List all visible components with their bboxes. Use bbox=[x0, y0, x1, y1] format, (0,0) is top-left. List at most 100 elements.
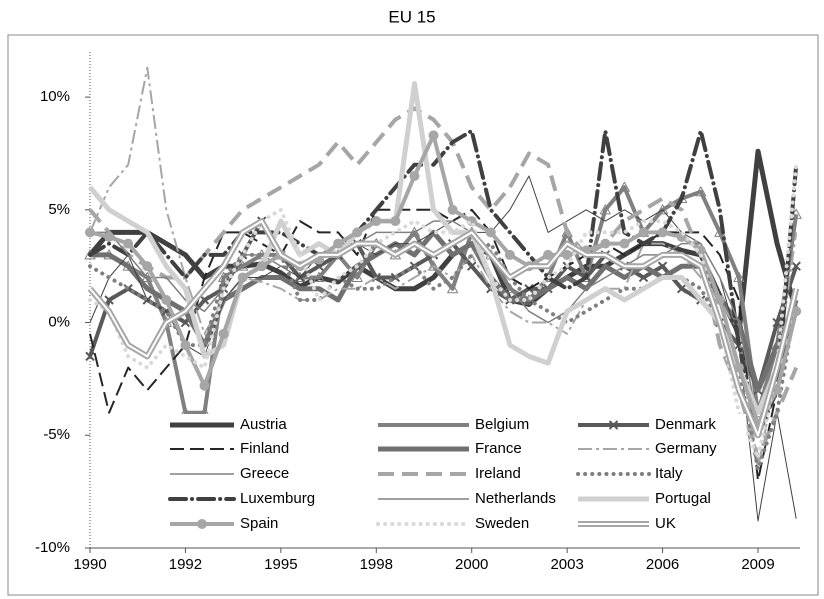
x-tick-label: 1992 bbox=[169, 556, 202, 573]
legend-label: Ireland bbox=[475, 465, 521, 482]
legend-bg bbox=[374, 513, 566, 535]
marker bbox=[256, 261, 267, 272]
legend-bg bbox=[166, 488, 331, 510]
legend-label: Germany bbox=[655, 440, 717, 457]
series-line bbox=[88, 81, 799, 416]
x-tick-label: 1995 bbox=[264, 556, 297, 573]
x-tick-label: 1990 bbox=[73, 556, 106, 573]
marker bbox=[161, 295, 172, 305]
legend-label: Netherlands bbox=[475, 490, 556, 507]
legend-bg bbox=[166, 513, 331, 535]
marker bbox=[237, 272, 248, 283]
y-tick-label: 0% bbox=[48, 314, 70, 331]
legend-label: France bbox=[475, 440, 522, 457]
y-tick-label: -10% bbox=[35, 539, 70, 556]
marker bbox=[772, 317, 782, 328]
marker bbox=[676, 284, 687, 294]
y-tick-label: 10% bbox=[40, 88, 70, 105]
legend-label: Sweden bbox=[475, 515, 529, 532]
legend-bg bbox=[374, 414, 566, 436]
series-line-inner bbox=[89, 220, 798, 437]
marker bbox=[657, 227, 668, 238]
legend-label: Portugal bbox=[655, 490, 711, 507]
marker bbox=[599, 204, 611, 215]
marker bbox=[390, 216, 401, 227]
series-line bbox=[88, 128, 799, 438]
legend-bg bbox=[574, 438, 746, 460]
marker bbox=[504, 249, 515, 260]
plot-area bbox=[84, 66, 802, 522]
series-line bbox=[89, 208, 798, 482]
marker bbox=[123, 238, 134, 249]
marker bbox=[447, 204, 458, 215]
legend-bg bbox=[574, 414, 746, 436]
x-tick-label: 2006 bbox=[646, 556, 679, 573]
legend-label: Denmark bbox=[655, 416, 716, 433]
marker bbox=[199, 380, 210, 391]
marker bbox=[790, 208, 802, 219]
legend-label: Austria bbox=[240, 416, 287, 433]
x-tick-label: 2003 bbox=[550, 556, 583, 573]
marker bbox=[791, 261, 801, 271]
legend-label: Spain bbox=[240, 515, 278, 532]
legend: Austria Belgium Denmark Finland France German… bbox=[166, 414, 746, 535]
legend-marker bbox=[608, 420, 619, 430]
legend-bg bbox=[166, 414, 331, 436]
legend-label: Finland bbox=[240, 440, 289, 457]
marker bbox=[237, 260, 249, 271]
legend-bg bbox=[166, 438, 331, 460]
x-tick-label: 2009 bbox=[741, 556, 774, 573]
marker bbox=[85, 351, 95, 362]
marker bbox=[657, 204, 669, 215]
marker bbox=[657, 261, 668, 271]
marker bbox=[180, 340, 191, 351]
marker bbox=[428, 130, 439, 141]
series-line bbox=[88, 148, 799, 337]
marker bbox=[733, 362, 744, 373]
marker bbox=[428, 260, 440, 271]
marker bbox=[695, 186, 707, 197]
marker bbox=[467, 261, 477, 271]
legend-bg bbox=[574, 488, 746, 510]
marker bbox=[772, 385, 783, 396]
marker bbox=[199, 295, 210, 305]
marker bbox=[333, 238, 344, 249]
x-tick-label: 1998 bbox=[360, 556, 393, 573]
marker bbox=[504, 283, 516, 294]
marker bbox=[104, 231, 115, 242]
marker bbox=[618, 181, 630, 192]
marker bbox=[638, 272, 649, 283]
marker bbox=[561, 226, 573, 237]
legend-bg bbox=[374, 463, 566, 485]
marker bbox=[638, 227, 649, 238]
legend-bg bbox=[374, 438, 566, 460]
marker bbox=[619, 238, 630, 249]
legend-label: UK bbox=[655, 515, 676, 532]
marker bbox=[85, 227, 95, 238]
marker bbox=[695, 245, 706, 256]
chart-frame bbox=[7, 34, 819, 596]
marker bbox=[313, 271, 325, 282]
marker bbox=[104, 295, 114, 305]
legend-bg bbox=[374, 488, 566, 510]
marker bbox=[714, 295, 725, 305]
y-tick-label: -5% bbox=[43, 426, 70, 443]
marker bbox=[352, 227, 363, 238]
marker bbox=[409, 171, 420, 181]
legend-bg bbox=[574, 513, 746, 535]
marker bbox=[562, 249, 573, 260]
marker bbox=[733, 271, 745, 282]
x-tick-label: 2000 bbox=[455, 556, 488, 573]
marker bbox=[485, 227, 496, 238]
y-tick-label: 5% bbox=[48, 201, 70, 218]
legend-label: Belgium bbox=[475, 416, 529, 433]
marker bbox=[543, 249, 554, 260]
chart-title: EU 15 bbox=[388, 7, 435, 26]
marker bbox=[600, 238, 611, 249]
legend-label: Italy bbox=[655, 465, 683, 482]
legend-bg bbox=[166, 463, 331, 485]
legend-marker bbox=[197, 519, 207, 529]
marker bbox=[447, 283, 459, 294]
legend-bg bbox=[574, 463, 746, 485]
